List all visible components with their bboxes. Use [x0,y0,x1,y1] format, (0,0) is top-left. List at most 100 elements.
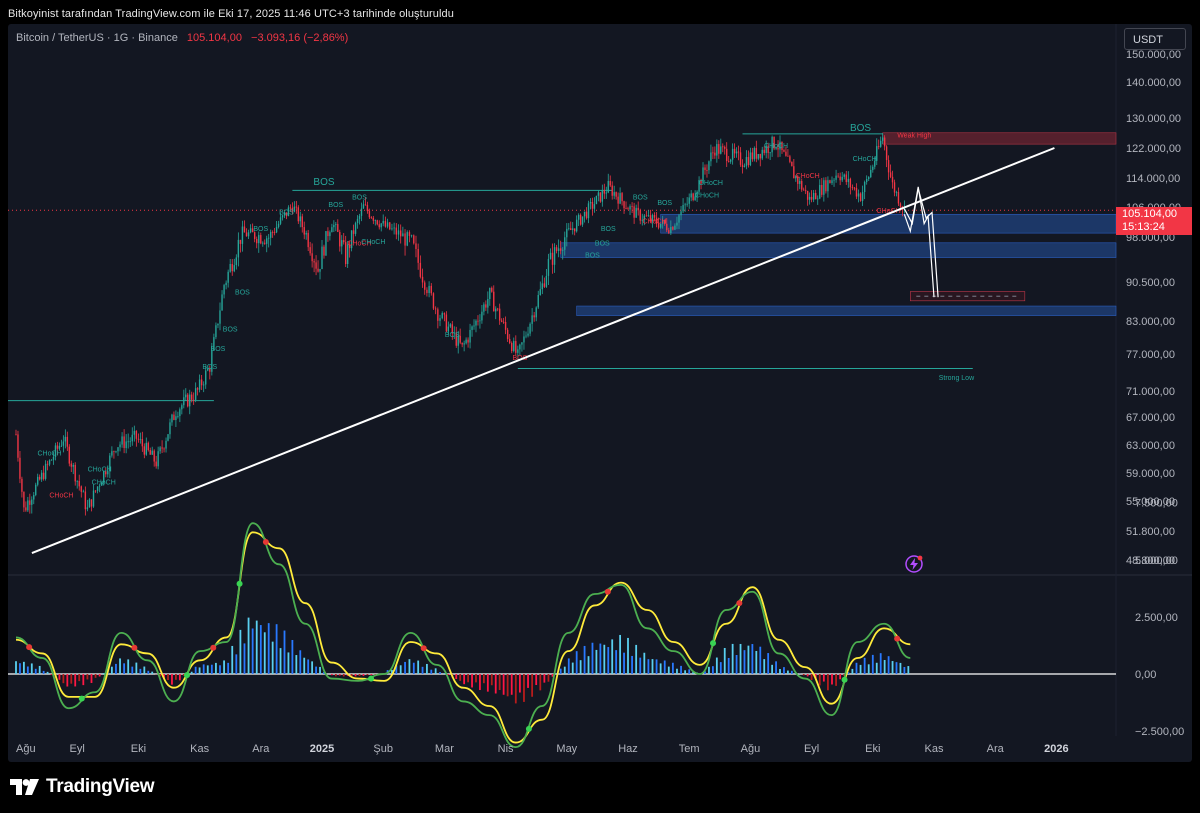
candle-body [562,249,564,251]
oscillator-histogram-bar [102,673,105,674]
oscillator-histogram-bar [855,662,858,674]
candle-body [870,169,872,178]
candle-body [90,499,93,507]
candle-body [165,440,167,449]
time-axis-tick: Eyl [70,743,85,755]
oscillator-histogram-bar [751,644,754,674]
oscillator-histogram-bar [399,665,402,674]
zone-demand[interactable] [660,213,1117,234]
oscillator-histogram-bar [643,652,646,674]
candle-body [633,206,635,218]
oscillator-histogram-bar [34,668,37,674]
chart-panel[interactable]: CHoCH CHoCH CHoCH CHoCH BOS BOS BOS BOS BOS BOS BO… [8,24,1192,762]
candle-body [897,192,900,204]
candle-body [171,414,173,423]
time-axis-tick: 2025 [310,743,334,755]
oscillator-histogram-bar [74,674,77,687]
time-axis-tick: Nis [498,743,514,755]
candle-body [179,409,181,417]
time-axis-tick: Şub [373,743,393,755]
oscillator-histogram-bar [295,655,298,674]
candle-body [872,166,874,170]
bos-label: BOS [585,253,600,260]
oscillator-cross-dot [420,645,427,652]
candle-body [843,174,845,177]
candle-body [779,141,781,150]
oscillator-histogram-bar [455,674,458,680]
oscillator-histogram-bar [342,674,345,677]
candle-body [459,335,461,343]
oscillator-histogram-bar [315,666,317,674]
price-axis-tick: 98.000,00 [1126,232,1175,244]
candle-body [467,339,469,343]
oscillator-histogram-bar [82,674,85,686]
candle-body [637,207,639,211]
oscillator-histogram-bar [739,643,742,674]
oscillator-histogram-bar [311,661,314,674]
candle-body [348,244,351,249]
candle-body [415,243,417,250]
oscillator-histogram-bar [139,668,142,674]
oscillator-histogram-bar [783,667,785,674]
candle-body [781,141,783,151]
bolt-icon[interactable] [904,554,924,574]
zone-demand[interactable] [560,242,1117,258]
candle-body [74,464,76,482]
candle-body [841,176,843,181]
candle-body [525,335,527,337]
candle-body [895,192,898,193]
candle-body [511,343,513,352]
oscillator-histogram-bar [194,666,197,674]
candle-body [35,484,37,496]
structure-label: Weak High [897,132,931,139]
oscillator-histogram-bar [115,663,117,674]
candle-body [344,242,347,265]
currency-button[interactable]: USDT [1124,28,1186,50]
trendline[interactable] [31,147,1055,555]
candle-body [517,349,519,353]
candle-body [62,441,65,446]
zone-demand[interactable] [576,305,1117,316]
candle-body [801,180,803,190]
candle-body [603,190,606,194]
tradingview-logo[interactable]: TradingView [10,774,155,800]
chart-canvas[interactable]: CHoCHCHoCHCHoCHCHoCHBOSBOSBOSBOSBOSBOSBO… [8,24,1192,762]
candle-body [477,320,479,322]
candle-body [323,246,325,256]
oscillator-histogram-bar [731,643,734,674]
candle-body [173,414,175,421]
candle-body [258,235,260,244]
candle-body [233,265,235,272]
oscillator-histogram-bar [434,668,437,674]
oscillator-histogram-bar [167,674,169,681]
choch-label: CHoCH [695,193,719,200]
oscillator-axis-tick: 5.000,00 [1135,555,1178,567]
candle-body [694,196,696,201]
candle-body [386,222,389,227]
oscillator-histogram-bar [19,663,21,674]
price-axis-tick: 114.000,00 [1126,173,1180,185]
oscillator-histogram-bar [827,674,829,691]
candle-body [692,193,694,201]
candle-body [84,491,87,510]
projection-path[interactable] [903,188,939,298]
candle-body [439,318,441,321]
oscillator-histogram-bar [587,656,590,674]
candle-body [60,445,63,447]
candle-body [676,222,678,226]
oscillator-histogram-bar [110,666,113,674]
oscillator-histogram-bar [135,662,138,674]
oscillator-histogram-bar [330,674,333,676]
candle-body [399,230,402,237]
candle-body [502,321,505,323]
projection-path[interactable] [903,186,935,298]
candle-body [313,261,315,263]
oscillator-histogram-bar [899,662,902,674]
oscillator-histogram-bar [215,662,217,674]
oscillator-histogram-bar [467,674,469,683]
oscillator-histogram-bar [243,643,246,674]
candle-body [17,434,19,458]
candle-body [58,445,61,449]
time-axis-tick: Kas [190,743,209,755]
oscillator-histogram-bar [771,664,774,674]
